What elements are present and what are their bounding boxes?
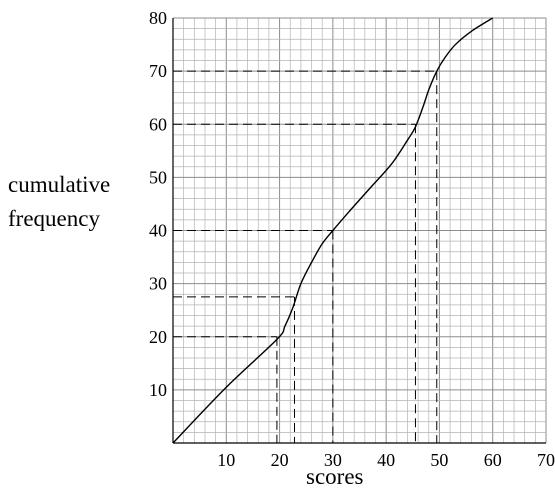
x-axis-label: scores [306, 464, 364, 489]
cumulative-frequency-curve [172, 17, 494, 444]
y-tick-label: 70 [149, 61, 167, 81]
x-tick-labels: 10 20 30 40 50 60 70 [217, 450, 555, 470]
x-tick-label: 40 [377, 450, 395, 470]
x-tick-label: 30 [324, 450, 342, 470]
y-tick-label: 60 [149, 114, 167, 134]
x-tick-label: 70 [537, 450, 555, 470]
reference-lines [173, 70, 438, 443]
x-tick-label: 50 [430, 450, 448, 470]
y-axis-label-line-2: frequency [8, 206, 100, 231]
y-tick-label: 10 [149, 380, 167, 400]
y-tick-label: 20 [149, 327, 167, 347]
x-tick-label: 60 [484, 450, 502, 470]
y-axis-label-line-1: cumulative [8, 172, 111, 197]
y-tick-label: 40 [149, 221, 167, 241]
y-tick-labels: 10 20 30 40 50 60 70 80 [149, 8, 167, 400]
x-tick-label: 20 [271, 450, 289, 470]
y-tick-label: 30 [149, 274, 167, 294]
y-tick-label: 80 [149, 8, 167, 28]
y-tick-label: 50 [149, 167, 167, 187]
grid [172, 17, 547, 444]
x-tick-label: 10 [217, 450, 235, 470]
